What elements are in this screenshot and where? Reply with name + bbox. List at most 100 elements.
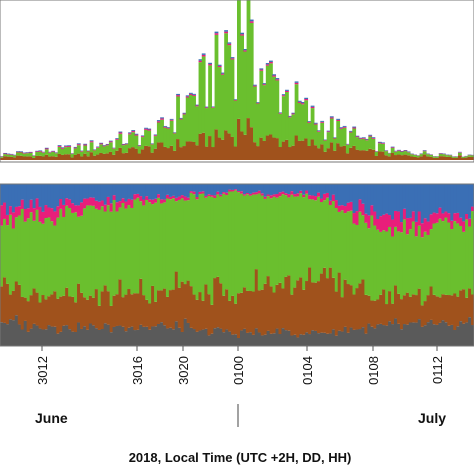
- bottom-bar-segment: [302, 184, 306, 195]
- bottom-bar-segment: [228, 300, 232, 332]
- top-bar-segment: [355, 135, 360, 137]
- top-bar-segment: [381, 142, 385, 144]
- bottom-bar-segment: [239, 292, 244, 331]
- bottom-bar-segment: [157, 323, 161, 346]
- top-bar-segment: [393, 151, 398, 156]
- bottom-bar-segment: [284, 195, 288, 277]
- bottom-bar-segment: [198, 292, 203, 331]
- top-bar-segment: [169, 119, 174, 121]
- bottom-bar-segment: [94, 184, 99, 201]
- bottom-bar-segment: [47, 207, 51, 218]
- bottom-bar-segment: [174, 184, 179, 198]
- bottom-bar-segment: [423, 231, 428, 302]
- bottom-bar-segment: [399, 222, 404, 233]
- top-bar-segment: [358, 138, 363, 140]
- bottom-bar-segment: [352, 329, 357, 346]
- top-bar-segment: [310, 106, 315, 109]
- bottom-bar-segment: [216, 194, 220, 277]
- bottom-bar-segment: [462, 323, 466, 346]
- bottom-bar-segment: [441, 221, 445, 295]
- bottom-bar-segment: [456, 326, 460, 346]
- top-bar-segment: [137, 146, 142, 154]
- top-bar-segment: [169, 120, 174, 146]
- top-bar-segment: [272, 75, 277, 77]
- bottom-bar-segment: [316, 196, 321, 282]
- bottom-bar-segment: [299, 184, 303, 191]
- bottom-bar-segment: [325, 184, 330, 193]
- bottom-bar-segment: [456, 212, 460, 224]
- top-bar-segment: [451, 157, 456, 160]
- bottom-bar-segment: [290, 335, 294, 346]
- bottom-bar-segment: [106, 205, 111, 292]
- top-bar-segment: [176, 93, 180, 96]
- bottom-bar-segment: [82, 198, 87, 209]
- bottom-bar-segment: [308, 334, 312, 346]
- bottom-bar-segment: [168, 290, 173, 328]
- bottom-bar-segment: [316, 281, 321, 334]
- top-bar-segment: [99, 144, 104, 153]
- top-bar-segment: [368, 136, 373, 149]
- top-bar-segment: [144, 145, 148, 160]
- bottom-bar-segment: [308, 267, 312, 335]
- bottom-bar-segment: [459, 225, 463, 291]
- bottom-bar-segment: [118, 325, 123, 346]
- bottom-bar-segment: [319, 273, 324, 333]
- top-bar-segment: [390, 146, 395, 148]
- bottom-bar-segment: [210, 333, 214, 346]
- bottom-bar-segment: [186, 200, 191, 281]
- x-axis-title: 2018, Local Time (UTC +2H, DD, HH): [129, 450, 352, 465]
- bottom-bar-segment: [26, 208, 31, 219]
- top-bar-segment: [265, 64, 270, 66]
- bottom-bar-segment: [346, 211, 351, 285]
- top-bar-segment: [163, 125, 168, 127]
- top-bar-segment: [336, 143, 341, 160]
- top-bar-segment: [140, 136, 145, 138]
- bottom-bar-segment: [225, 289, 229, 330]
- bottom-bar-segment: [112, 295, 117, 327]
- bottom-bar-segment: [251, 184, 256, 193]
- bottom-bar-segment: [171, 198, 176, 290]
- bottom-bar-segment: [26, 331, 31, 346]
- bottom-bar-segment: [311, 199, 315, 283]
- bottom-bar-segment: [133, 199, 137, 294]
- bottom-bar-segment: [423, 184, 428, 219]
- top-bar-segment: [22, 153, 27, 157]
- top-bar-segment: [240, 131, 244, 160]
- top-bar-segment: [105, 153, 110, 160]
- bottom-bar-segment: [260, 195, 265, 290]
- top-bar-segment: [243, 51, 248, 135]
- top-bar-segment: [291, 113, 296, 115]
- bottom-bar-segment: [162, 184, 167, 200]
- top-bar-segment: [51, 156, 56, 160]
- bottom-bar-segment: [216, 191, 220, 195]
- top-bar-segment: [403, 150, 408, 152]
- top-bar-segment: [153, 134, 158, 136]
- bottom-bar-segment: [278, 184, 283, 193]
- top-bar-segment: [102, 145, 107, 146]
- bottom-bar-segment: [231, 189, 235, 192]
- top-bar-segment: [310, 139, 315, 160]
- bottom-bar-segment: [290, 194, 294, 295]
- top-bar-segment: [64, 146, 68, 148]
- bottom-panel-frame: [0, 183, 474, 347]
- top-bar-segment: [57, 153, 62, 160]
- bottom-bar-segment: [139, 278, 143, 325]
- top-bar-segment: [374, 155, 379, 160]
- bottom-bar-segment: [74, 302, 78, 332]
- top-bar-segment: [150, 144, 155, 153]
- bottom-bar-segment: [183, 200, 188, 285]
- bottom-bar-segment: [82, 326, 87, 346]
- bottom-bar-segment: [5, 283, 10, 325]
- bottom-bar-segment: [358, 211, 363, 284]
- bottom-bar-segment: [402, 184, 407, 209]
- bottom-bar-segment: [17, 206, 22, 216]
- bottom-bar-segment: [358, 329, 363, 346]
- top-bar-segment: [188, 94, 193, 142]
- top-bar-segment: [323, 139, 328, 141]
- bottom-bar-segment: [334, 200, 339, 209]
- bottom-bar-segment: [438, 297, 443, 323]
- bottom-bar-segment: [364, 333, 368, 346]
- bottom-bar-segment: [77, 184, 81, 206]
- top-bar-segment: [291, 114, 296, 146]
- bottom-bar-segment: [148, 199, 152, 203]
